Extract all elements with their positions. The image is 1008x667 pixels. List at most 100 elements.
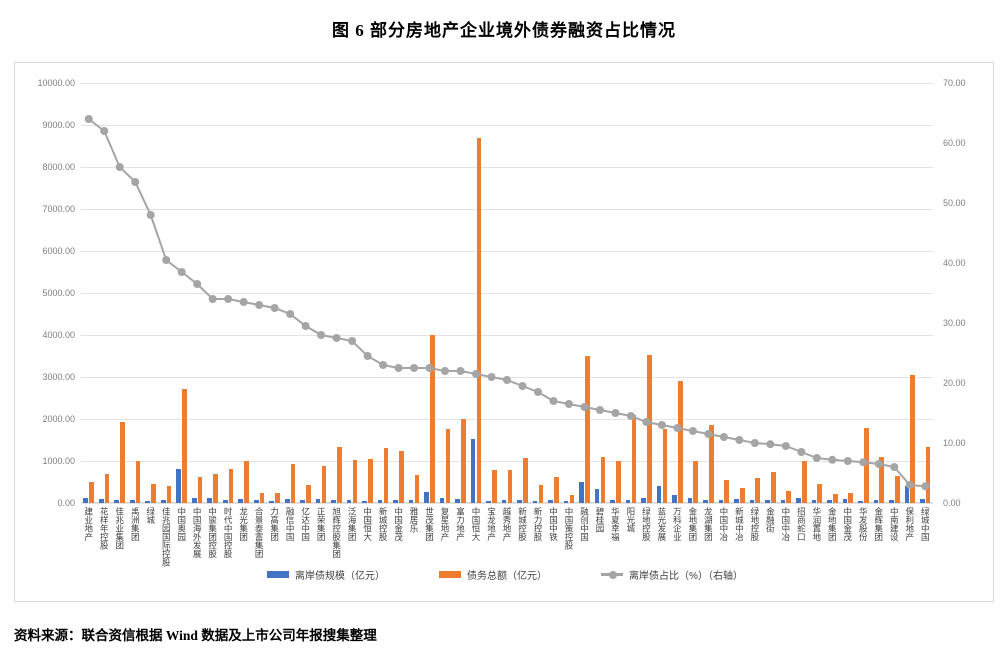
legend-swatch-icon xyxy=(601,570,624,579)
bar-total-debt xyxy=(817,484,823,503)
x-axis-tick: 旭辉控股集团 xyxy=(331,507,342,558)
x-axis-tick: 佳兆园国际控股 xyxy=(161,507,172,567)
line-point xyxy=(363,352,372,360)
line-point xyxy=(394,364,403,372)
x-axis-tick: 建业地产 xyxy=(83,507,94,541)
line-point xyxy=(348,337,357,345)
bar-total-debt xyxy=(352,460,358,503)
line-point xyxy=(564,400,573,408)
line-point xyxy=(719,433,728,441)
bar-offshore-debt xyxy=(749,500,755,503)
bar-total-debt xyxy=(507,469,513,503)
line-point xyxy=(379,361,388,369)
bar-total-debt xyxy=(863,427,869,503)
bar-group xyxy=(282,83,297,503)
y2-axis-tick: 70.00 xyxy=(943,78,966,88)
legend-item[interactable]: 离岸债占比（%）（右轴） xyxy=(601,567,743,582)
line-point xyxy=(224,295,233,303)
bar-group xyxy=(360,83,375,503)
legend-label: 离岸债占比（%）（右轴） xyxy=(629,571,743,582)
legend-item[interactable]: 债务总额（亿元） xyxy=(439,567,547,582)
line-point xyxy=(286,310,295,318)
line-point xyxy=(518,382,527,390)
bar-total-debt xyxy=(445,429,451,503)
line-point xyxy=(766,440,775,449)
line-point xyxy=(688,427,697,435)
x-axis-labels: 建业地产 花样年控股 佳兆业集团 禹洲集团 绿城 佳兆园国际控股 中国奥园 中国海外发展 中骏集… xyxy=(81,507,933,607)
bar-offshore-debt xyxy=(470,439,476,503)
line-point xyxy=(781,442,790,450)
bar-group xyxy=(515,83,530,503)
bar-total-debt xyxy=(554,476,559,503)
bar-group xyxy=(809,83,824,503)
bar-total-debt xyxy=(461,419,466,503)
line-point xyxy=(580,403,589,411)
bar-total-debt xyxy=(476,138,482,503)
line-point xyxy=(441,367,450,375)
line-point xyxy=(162,256,171,264)
bar-group xyxy=(887,83,902,503)
bar-total-debt xyxy=(879,456,885,503)
bar-group xyxy=(732,83,747,503)
bar-group xyxy=(670,83,685,503)
y-axis-tick: 8000.00 xyxy=(42,162,75,172)
bar-total-debt xyxy=(600,456,606,503)
bar-total-debt xyxy=(399,450,404,503)
source-note: 资料来源：联合资信根据 Wind 数据及上市公司年报搜集整理 xyxy=(14,628,377,643)
line-point xyxy=(859,458,868,467)
line-point xyxy=(673,424,682,432)
line-point xyxy=(456,367,465,375)
bar-offshore-debt xyxy=(594,489,600,503)
x-axis-tick: 合景泰富集团 xyxy=(254,507,265,558)
bar-group xyxy=(220,83,235,503)
bar-total-debt xyxy=(801,460,807,503)
x-axis-tick: 雅居乐 xyxy=(409,507,420,533)
bar-group xyxy=(902,83,917,503)
x-axis-tick: 中南建设 xyxy=(889,507,900,541)
bar-offshore-debt xyxy=(532,500,538,503)
line-point xyxy=(595,406,604,414)
bar-offshore-debt xyxy=(718,500,724,503)
x-axis-tick: 龙湖集团 xyxy=(703,507,714,541)
bar-total-debt xyxy=(275,492,280,503)
line-point xyxy=(657,421,666,429)
x-axis-tick: 正荣集团 xyxy=(316,507,327,541)
line-point xyxy=(921,482,930,491)
bar-offshore-debt xyxy=(191,497,197,503)
bar-offshore-debt xyxy=(827,500,832,503)
bar-group xyxy=(174,83,189,503)
bar-total-debt xyxy=(693,461,699,503)
bar-group xyxy=(794,83,809,503)
line-point xyxy=(255,301,264,309)
line-point xyxy=(472,370,481,378)
bar-total-debt xyxy=(647,354,652,503)
line-point xyxy=(317,331,326,339)
bar-group xyxy=(918,83,933,503)
bar-group xyxy=(484,83,499,503)
bar-total-debt xyxy=(259,492,265,503)
bar-group xyxy=(453,83,468,503)
x-axis-tick: 中国中铁 xyxy=(548,507,559,541)
x-axis-tick: 金辉集团 xyxy=(873,507,884,541)
line-point xyxy=(425,364,434,372)
x-axis-tick: 时代中国控股 xyxy=(223,507,234,558)
line-point xyxy=(503,376,511,384)
y2-axis-tick: 60.00 xyxy=(943,138,966,148)
legend-item[interactable]: 离岸债规模（亿元） xyxy=(267,567,385,582)
bar-group xyxy=(236,83,251,503)
bar-total-debt xyxy=(832,493,838,503)
gridline xyxy=(81,461,933,462)
x-axis-tick: 新城控股 xyxy=(517,507,528,541)
bar-group xyxy=(143,83,158,503)
bar-group xyxy=(375,83,390,503)
bar-offshore-debt xyxy=(362,500,367,503)
x-axis-tick: 绿城中国 xyxy=(920,507,931,541)
line-point xyxy=(410,364,419,372)
bar-offshore-debt xyxy=(284,499,290,503)
y2-axis-tick: 50.00 xyxy=(943,198,966,208)
line-point xyxy=(533,388,542,396)
bar-total-debt xyxy=(585,355,590,503)
x-axis-tick: 中国中冶 xyxy=(780,507,791,541)
bar-offshore-debt xyxy=(919,499,925,503)
x-axis-tick: 中国中冶 xyxy=(718,507,729,541)
